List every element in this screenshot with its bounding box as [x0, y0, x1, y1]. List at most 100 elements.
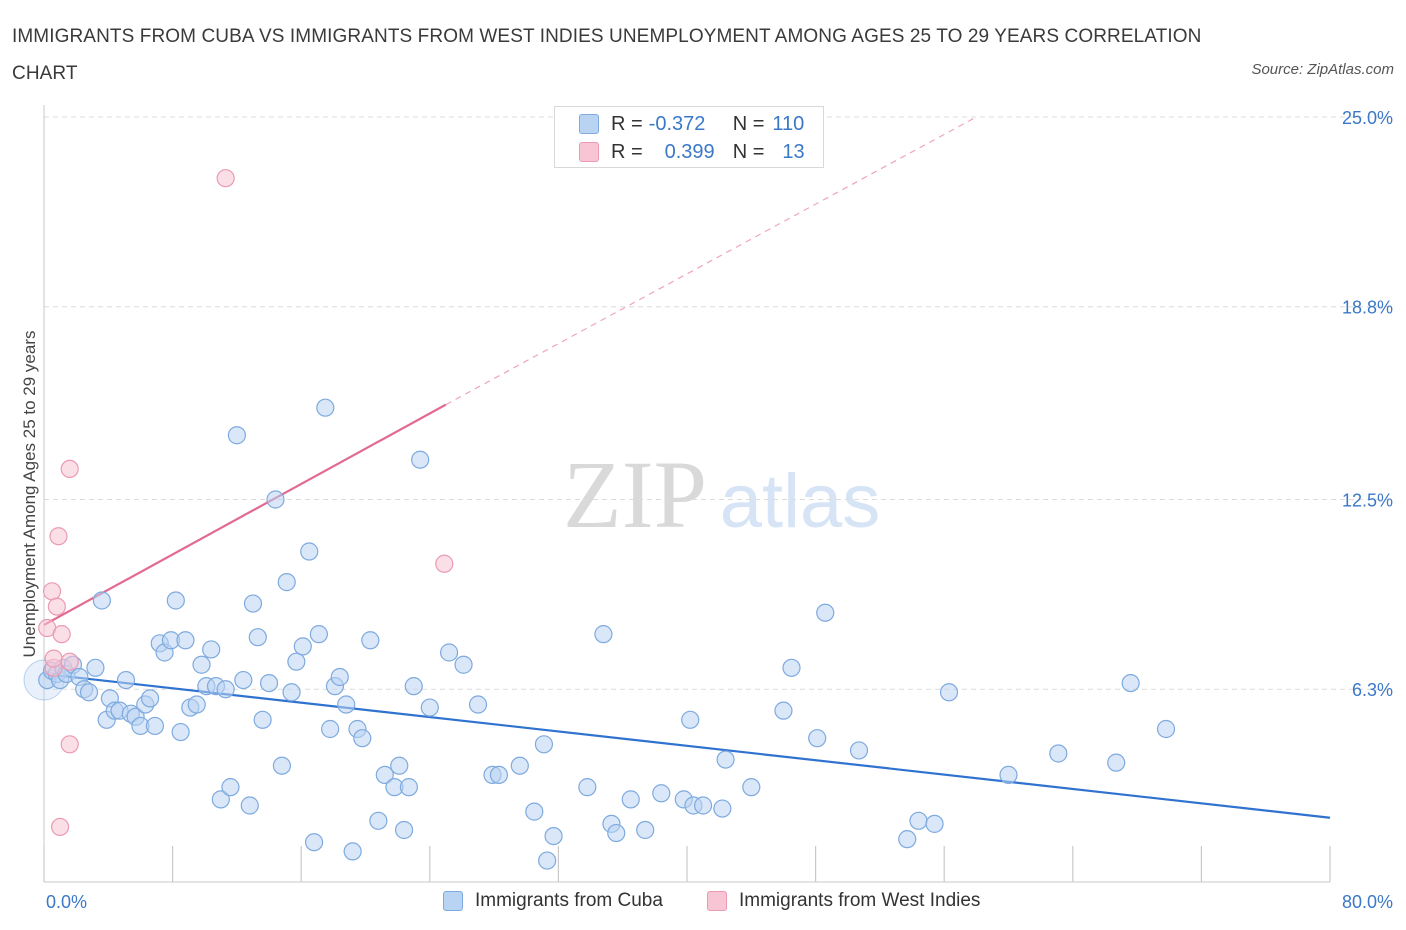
legend-row-west-indies: R = 0.399 N = 13 [579, 140, 805, 164]
cuba-point [187, 695, 206, 714]
y-tick-label: 12.5% [1342, 491, 1393, 511]
west-indies-point [435, 554, 454, 573]
west-indies-point [47, 597, 66, 616]
cuba-point [713, 799, 732, 818]
cuba-point [375, 765, 394, 785]
x-tick-label: 80.0% [1342, 892, 1393, 912]
legend-r-label: R = [611, 112, 643, 135]
watermark-atlas: atlas [720, 459, 881, 544]
cuba-point [259, 673, 279, 693]
cuba-point [171, 722, 190, 742]
cuba-point [468, 695, 488, 714]
cuba-point [330, 667, 349, 687]
cuba-point [925, 814, 944, 833]
cuba-point [277, 573, 296, 592]
cuba-point [92, 591, 111, 610]
legend-row-cuba: R = -0.372 N = 110 [579, 112, 804, 136]
cuba-point [489, 765, 509, 785]
west-indies-point [60, 652, 79, 671]
cuba-point [420, 698, 439, 717]
cuba-point [266, 490, 285, 509]
cuba-point [253, 710, 272, 729]
cuba-point [145, 716, 165, 736]
source-note: Source: ZipAtlas.com [1251, 61, 1394, 78]
legend-swatch-cuba [579, 114, 599, 134]
cuba-point [621, 790, 640, 809]
cuba-point [939, 683, 959, 702]
cuba-point [538, 851, 557, 870]
cuba-point [808, 729, 827, 748]
west-indies-point [216, 169, 235, 188]
cuba-point [594, 625, 613, 644]
axes [43, 105, 1331, 883]
y-tick-label: 6.3% [1352, 680, 1393, 700]
cuba-point [607, 823, 626, 843]
cuba-point [176, 631, 195, 650]
west-indies-point [52, 625, 71, 644]
cuba-point [240, 796, 259, 815]
west-indies-point [42, 582, 62, 601]
legend-n-value: 13 [782, 140, 805, 163]
legend-n-label: N = [732, 112, 765, 135]
cuba-point [321, 719, 340, 739]
west-indies-trend-line [43, 403, 447, 626]
legend-r-label: R = [611, 140, 643, 163]
cuba-point [272, 756, 292, 775]
cuba-point [742, 778, 761, 797]
cuba-point [693, 796, 713, 815]
cuba-point [636, 820, 655, 840]
cuba-point [849, 741, 869, 760]
watermark-zip: ZIP [563, 441, 707, 548]
legend-n-value: 110 [772, 112, 805, 135]
cuba-point [304, 833, 324, 852]
x-tick-label: 0.0% [46, 892, 87, 912]
cuba-point [816, 603, 835, 622]
legend-swatch-west-indies [579, 142, 599, 162]
cuba-point [140, 689, 160, 708]
series-legend: Immigrants from Cuba Immigrants from Wes… [0, 890, 1406, 916]
west-indies-trend-extension [445, 116, 977, 406]
cuba-point [293, 637, 312, 656]
cuba-point [369, 811, 388, 830]
cuba-point [394, 820, 414, 840]
cuba-point [390, 756, 409, 775]
cuba-point [1049, 744, 1068, 763]
cuba-point [909, 811, 928, 830]
series-name-west-indies: Immigrants from West Indies [739, 890, 981, 911]
cuba-point [166, 591, 185, 610]
cuba-point [216, 680, 235, 699]
cuba-point [716, 750, 735, 769]
cuba-point [544, 826, 563, 846]
cuba-point [221, 778, 240, 797]
y-tick-label: 18.8% [1342, 298, 1393, 318]
cuba-point [234, 670, 253, 690]
chart-title: IMMIGRANTS FROM CUBA VS IMMIGRANTS FROM … [12, 26, 1202, 84]
tick-labels: 6.3% 12.5% 18.8% 25.0% 0.0% 80.0% [46, 108, 1393, 912]
series-swatch-west-indies [707, 891, 727, 911]
stats-legend: R = -0.372 N = 110 R = 0.399 N = 13 [554, 106, 824, 168]
legend-r-value: 0.399 [664, 140, 715, 163]
cuba-point [248, 628, 267, 647]
cuba-point [399, 778, 419, 797]
cuba-point [439, 643, 459, 662]
cuba-point [525, 802, 544, 821]
cuba-point [454, 655, 473, 674]
cuba-point [652, 784, 671, 803]
series-legend-west-indies: Immigrants from West Indies [707, 890, 980, 912]
cuba-point [1121, 673, 1140, 693]
trend-lines [43, 116, 1331, 819]
cuba-point [227, 426, 246, 445]
cuba-point [681, 710, 700, 729]
west-indies-point [49, 527, 68, 546]
cuba-point [316, 398, 335, 417]
cuba-trend-line [43, 672, 1331, 819]
cuba-point [300, 542, 319, 561]
y-tick-label: 25.0% [1342, 108, 1393, 128]
cuba-point [1156, 719, 1176, 739]
cuba-point [774, 701, 793, 720]
cuba-point [1107, 753, 1126, 772]
cuba-point [202, 640, 221, 659]
cuba-point [211, 790, 230, 809]
cuba-point [578, 778, 597, 797]
